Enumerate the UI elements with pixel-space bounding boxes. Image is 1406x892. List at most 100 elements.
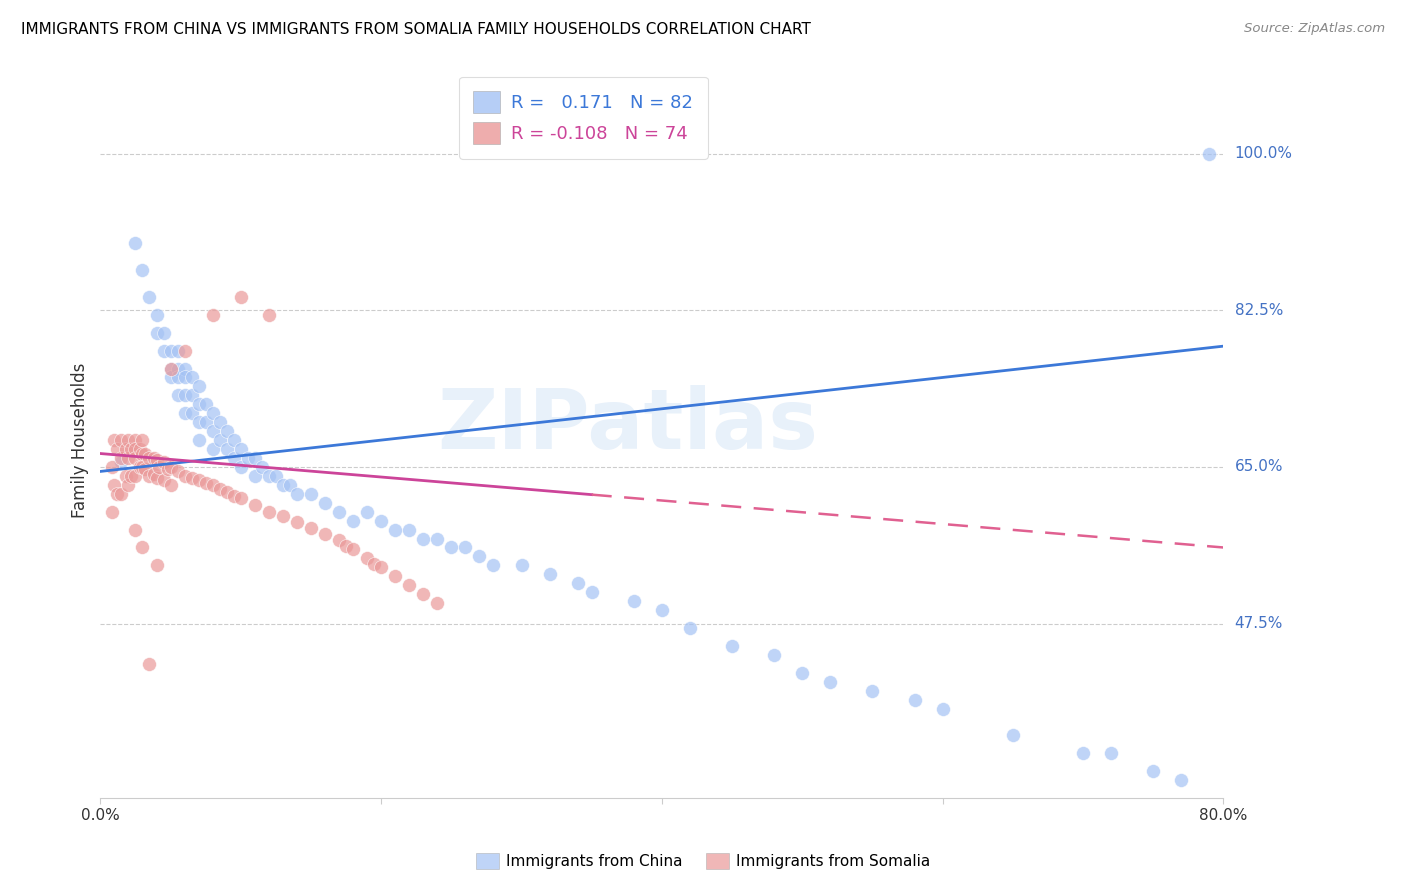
- Point: [142, 467, 165, 482]
- Point: [105, 487, 128, 501]
- Point: [100, 505, 122, 519]
- Point: [173, 370, 195, 384]
- Point: [128, 459, 150, 474]
- Point: [426, 596, 449, 610]
- Point: [194, 397, 217, 411]
- Point: [159, 361, 181, 376]
- Point: [117, 433, 139, 447]
- Point: [145, 308, 167, 322]
- Point: [370, 560, 392, 574]
- Point: [721, 639, 744, 653]
- Point: [201, 406, 224, 420]
- Point: [103, 478, 125, 492]
- Point: [440, 541, 463, 555]
- Point: [820, 674, 842, 689]
- Point: [142, 450, 165, 465]
- Point: [110, 487, 132, 501]
- Point: [356, 551, 378, 566]
- Point: [328, 533, 350, 548]
- Point: [103, 433, 125, 447]
- Point: [110, 433, 132, 447]
- Point: [138, 450, 160, 465]
- Point: [105, 442, 128, 456]
- Point: [124, 236, 146, 251]
- Point: [454, 541, 477, 555]
- Point: [159, 459, 181, 474]
- Point: [792, 665, 814, 680]
- Point: [370, 514, 392, 528]
- Point: [180, 370, 202, 384]
- Point: [278, 478, 301, 492]
- Point: [679, 621, 702, 635]
- Point: [412, 587, 434, 601]
- Point: [145, 452, 167, 467]
- Point: [222, 450, 245, 465]
- Point: [166, 465, 188, 479]
- Point: [222, 433, 245, 447]
- Point: [1099, 747, 1122, 761]
- Point: [314, 527, 336, 541]
- Point: [124, 450, 146, 465]
- Point: [243, 450, 266, 465]
- Point: [134, 461, 156, 475]
- Point: [904, 692, 927, 706]
- Point: [173, 361, 195, 376]
- Point: [1170, 773, 1192, 788]
- Point: [152, 474, 174, 488]
- Point: [159, 370, 181, 384]
- Point: [131, 263, 153, 277]
- Point: [342, 514, 364, 528]
- Point: [398, 578, 420, 592]
- Point: [148, 459, 170, 474]
- Point: [363, 557, 385, 571]
- Point: [208, 483, 231, 497]
- Point: [187, 397, 209, 411]
- Point: [201, 478, 224, 492]
- Text: 65.0%: 65.0%: [1234, 459, 1284, 475]
- Point: [120, 442, 142, 456]
- Text: 82.5%: 82.5%: [1234, 303, 1282, 318]
- Point: [285, 487, 308, 501]
- Legend: R =   0.171   N = 82, R = -0.108   N = 74: R = 0.171 N = 82, R = -0.108 N = 74: [458, 77, 707, 159]
- Point: [236, 450, 259, 465]
- Point: [138, 290, 160, 304]
- Point: [651, 603, 673, 617]
- Point: [229, 442, 252, 456]
- Point: [194, 476, 217, 491]
- Point: [581, 585, 603, 599]
- Point: [243, 498, 266, 512]
- Point: [412, 532, 434, 546]
- Point: [145, 326, 167, 340]
- Point: [194, 415, 217, 429]
- Point: [299, 521, 322, 535]
- Point: [120, 469, 142, 483]
- Point: [285, 516, 308, 530]
- Point: [128, 442, 150, 456]
- Point: [187, 415, 209, 429]
- Legend: Immigrants from China, Immigrants from Somalia: Immigrants from China, Immigrants from S…: [470, 847, 936, 875]
- Point: [131, 459, 153, 474]
- Point: [208, 433, 231, 447]
- Point: [1142, 764, 1164, 779]
- Point: [117, 478, 139, 492]
- Point: [271, 509, 294, 524]
- Point: [173, 469, 195, 483]
- Point: [229, 290, 252, 304]
- Point: [156, 461, 179, 475]
- Point: [166, 343, 188, 358]
- Point: [510, 558, 533, 573]
- Point: [180, 406, 202, 420]
- Point: [250, 459, 273, 474]
- Point: [124, 469, 146, 483]
- Point: [229, 459, 252, 474]
- Point: [173, 406, 195, 420]
- Point: [299, 487, 322, 501]
- Point: [131, 541, 153, 555]
- Point: [1071, 747, 1094, 761]
- Text: Source: ZipAtlas.com: Source: ZipAtlas.com: [1244, 22, 1385, 36]
- Point: [335, 539, 357, 553]
- Point: [567, 576, 589, 591]
- Point: [124, 442, 146, 456]
- Point: [159, 343, 181, 358]
- Point: [131, 433, 153, 447]
